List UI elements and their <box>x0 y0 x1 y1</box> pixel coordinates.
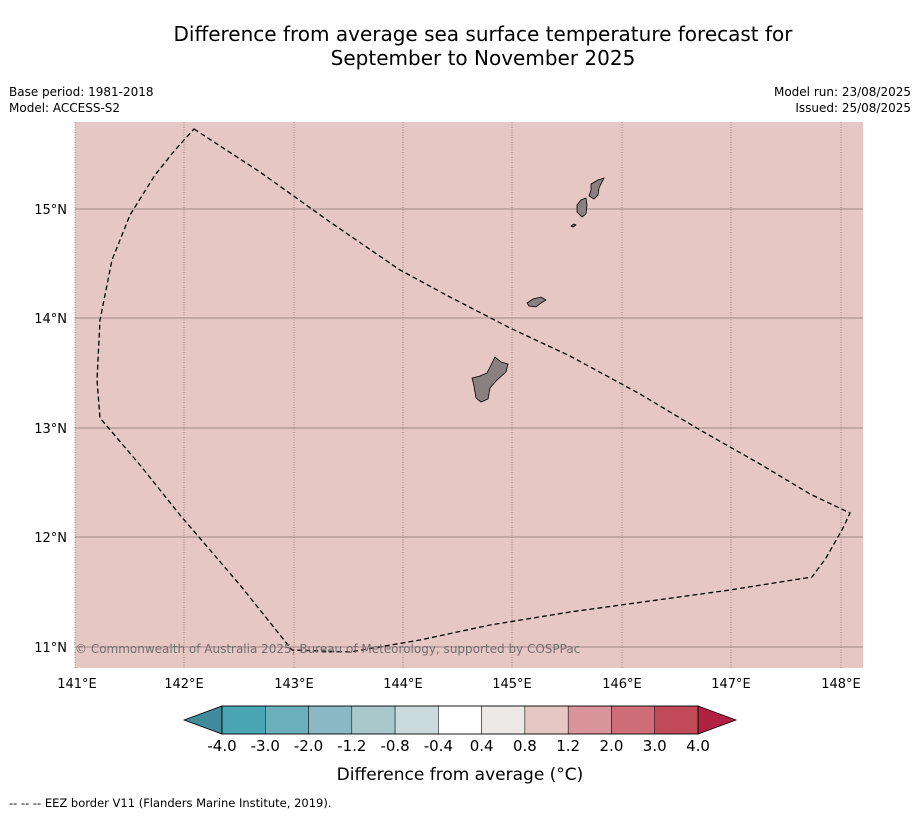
colorbar-segment <box>394 705 439 735</box>
colorbar-segment <box>308 705 353 735</box>
island-aguijan <box>570 223 577 228</box>
title-line-1: Difference from average sea surface temp… <box>173 22 793 46</box>
colorbar-tick-label: -4.0 <box>207 737 236 755</box>
lat-label-11: 11°N <box>34 641 67 656</box>
colorbar-segment <box>611 705 655 735</box>
colorbar-tick-label: -0.8 <box>380 737 409 755</box>
colorbar-tick-label: -3.0 <box>251 737 280 755</box>
colorbar-tick-label: 3.0 <box>643 737 667 755</box>
colorbar-tick-label: 0.8 <box>513 737 537 755</box>
colorbar-over-arrow <box>697 705 738 735</box>
island-guam <box>471 356 509 403</box>
title-line-2: September to November 2025 <box>330 46 636 70</box>
colorbar-outline <box>221 705 699 735</box>
issued-date: Issued: 25/08/2025 <box>795 101 911 115</box>
eez-footnote: -- -- -- EEZ border V11 (Flanders Marine… <box>9 796 332 810</box>
colorbar-ticks: -4.0 -3.0 -2.0 -1.2 -0.8 -0.4 0.4 0.8 1.2 2.0 3.0 4… <box>207 737 710 755</box>
lat-label-13: 13°N <box>34 422 67 437</box>
lon-label-146: 146°E <box>602 677 642 692</box>
colorbar-segments <box>221 705 699 735</box>
model-run: Model run: 23/08/2025 <box>773 85 911 99</box>
lon-label-141: 141°E <box>57 677 97 692</box>
colorbar-tick-label: 4.0 <box>686 737 710 755</box>
lon-label-142: 142°E <box>164 677 204 692</box>
chart-title: Difference from average sea surface temp… <box>0 22 919 70</box>
colorbar-segment <box>567 705 612 735</box>
graticule <box>74 122 842 668</box>
lon-label-144: 144°E <box>383 677 423 692</box>
model-name: Model: ACCESS-S2 <box>9 101 121 115</box>
eez-border <box>96 128 851 653</box>
lon-label-145: 145°E <box>492 677 532 692</box>
lat-label-14: 14°N <box>34 312 67 327</box>
colorbar-tick-label: 2.0 <box>600 737 624 755</box>
lon-label-147: 147°E <box>711 677 751 692</box>
meta-right: Model run: 23/08/2025 Issued: 25/08/2025 <box>774 84 911 116</box>
parallels <box>75 208 863 648</box>
islands <box>471 177 605 403</box>
lon-labels: 141°E 142°E 143°E 144°E 145°E 146°E 147°… <box>57 677 861 692</box>
base-period: Base period: 1981-2018 <box>9 85 154 99</box>
colorbar-label: Difference from average (°C) <box>337 765 584 785</box>
lat-labels: 15°N 14°N 13°N 12°N 11°N <box>34 203 67 656</box>
colorbar-tick-label: 1.2 <box>556 737 580 755</box>
colorbar-tick-label: -2.0 <box>294 737 323 755</box>
colorbar-segment <box>524 705 569 735</box>
colorbar-under-arrow <box>182 705 223 735</box>
colorbar-segment <box>438 705 482 735</box>
island-rota <box>526 296 547 308</box>
copyright-text: © Commonwealth of Australia 2025, Bureau… <box>75 642 580 656</box>
colorbar <box>182 705 738 735</box>
lon-label-148: 148°E <box>821 677 861 692</box>
lon-label-143: 143°E <box>274 677 314 692</box>
meta-left: Base period: 1981-2018 Model: ACCESS-S2 <box>9 84 154 116</box>
colorbar-segment <box>221 705 266 735</box>
colorbar-segment <box>265 705 309 735</box>
lat-label-15: 15°N <box>34 203 67 218</box>
island-saipan <box>588 177 605 200</box>
lat-label-12: 12°N <box>34 531 67 546</box>
colorbar-segment <box>351 705 396 735</box>
colorbar-segment <box>654 705 699 735</box>
colorbar-tick-label: 0.4 <box>470 737 494 755</box>
colorbar-segment <box>481 705 526 735</box>
colorbar-tick-label: -1.2 <box>337 737 366 755</box>
island-tinian <box>576 197 588 218</box>
colorbar-tick-label: -0.4 <box>424 737 453 755</box>
map-background <box>75 122 863 668</box>
